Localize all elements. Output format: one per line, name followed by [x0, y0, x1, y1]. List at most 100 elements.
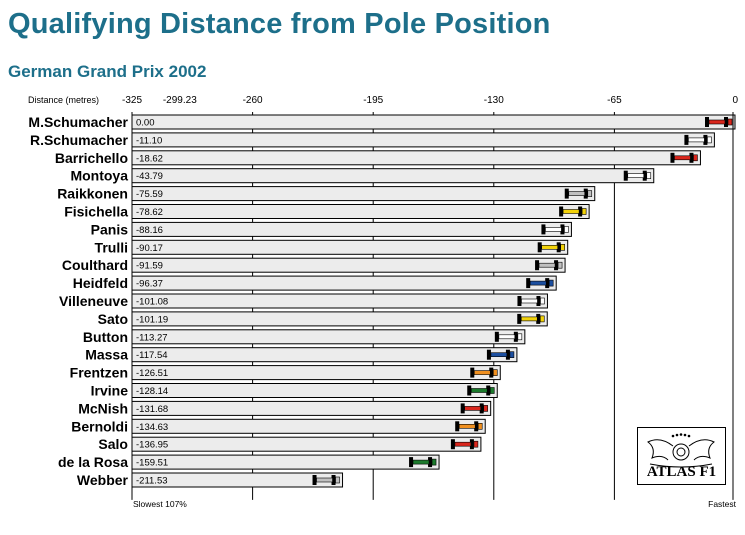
driver-label: R.Schumacher: [30, 132, 129, 148]
value-label: -113.27: [136, 332, 168, 343]
car-wheel-rear: [470, 367, 475, 378]
bar: [131, 347, 518, 363]
car-wing: [492, 369, 498, 376]
car-icon: [535, 260, 563, 271]
car-icon: [517, 313, 545, 324]
bar: [131, 150, 701, 166]
value-label: -96.37: [136, 279, 163, 290]
car-body: [538, 262, 556, 268]
car-icon: [559, 206, 587, 217]
car-body: [545, 227, 562, 232]
car-wheel-rear: [537, 242, 542, 253]
car-wheel-front: [474, 421, 479, 432]
driver-label: Frentzen: [70, 365, 128, 381]
driver-label: Sato: [98, 311, 128, 327]
car-icon: [460, 403, 488, 414]
fastest-annotation: Fastest: [708, 499, 737, 509]
car-wing: [477, 422, 483, 430]
car-body: [498, 334, 516, 340]
car-wing: [509, 351, 515, 359]
driver-label: McNish: [78, 400, 128, 416]
plot-area: M.Schumacher 0.00 R.Schumacher -11.10 Barric…: [28, 112, 736, 500]
car-icon: [541, 224, 569, 235]
car-body: [568, 191, 586, 196]
car-icon: [537, 242, 565, 253]
car-icon: [526, 278, 554, 289]
car-wing: [693, 154, 698, 162]
car-body: [674, 155, 691, 161]
car-wheel-front: [331, 475, 336, 485]
atlas-f1-logo: ATLAS F1: [637, 427, 726, 485]
car-body: [412, 459, 430, 465]
value-label: -136.95: [136, 440, 168, 451]
value-label: -78.62: [136, 207, 163, 218]
car-wing: [539, 315, 545, 323]
value-label: -43.79: [136, 171, 163, 182]
x-tick-label: -65: [607, 95, 622, 106]
car-body: [520, 316, 538, 322]
x-tick-label: -130: [484, 95, 504, 106]
car-wheel-rear: [455, 421, 460, 432]
bar: [131, 454, 440, 470]
car-icon: [623, 170, 652, 181]
car-wing: [431, 458, 437, 466]
car-wing: [646, 172, 652, 179]
car-wheel-rear: [526, 278, 531, 289]
car-wheel-rear: [494, 331, 499, 342]
car-wheel-rear: [517, 296, 522, 306]
driver-label: Raikkonen: [57, 186, 128, 202]
car-icon: [455, 421, 483, 432]
car-body: [316, 477, 333, 483]
value-label: -126.51: [136, 368, 168, 379]
x-axis-title: Distance (metres): [28, 95, 99, 105]
chart-title: Qualifying Distance from Pole Position: [8, 8, 551, 40]
crest-icon: [647, 433, 715, 468]
car-body: [521, 298, 538, 304]
driver-label: Bernoldi: [71, 418, 128, 434]
x-tick-label: -195: [363, 95, 383, 106]
driver-label: Trulli: [95, 239, 128, 255]
car-body: [458, 423, 476, 429]
value-label: -90.17: [136, 243, 163, 254]
driver-label: Villeneuve: [59, 293, 128, 309]
car-wheel-rear: [486, 349, 491, 360]
car-wing: [564, 226, 569, 233]
car-wheel-rear: [450, 439, 455, 450]
car-body: [529, 280, 547, 286]
car-wheel-front: [505, 349, 510, 360]
driver-label: Salo: [98, 436, 128, 452]
car-body: [708, 119, 726, 125]
car-icon: [517, 296, 545, 306]
bar: [131, 400, 492, 416]
x-axis-ticks: -325 -299.23 -260 -195 -130 -65 0: [122, 95, 738, 106]
car-wheel-front: [536, 296, 541, 306]
value-label: -134.63: [136, 422, 168, 433]
car-wheel-rear: [684, 134, 689, 145]
car-wheel-rear: [460, 403, 465, 414]
bar: [131, 132, 715, 148]
car-body: [490, 352, 508, 358]
car-wheel-rear: [409, 457, 414, 468]
car-icon: [684, 134, 712, 145]
value-label: -11.10: [136, 135, 162, 146]
car-wheel-front: [642, 170, 647, 181]
car-body: [473, 370, 491, 375]
bar: [131, 257, 566, 273]
car-wheel-front: [536, 313, 541, 324]
car-wheel-rear: [535, 260, 540, 271]
car-wheel-rear: [705, 117, 709, 127]
value-label: -101.08: [136, 297, 168, 308]
bar: [131, 311, 548, 327]
car-wheel-front: [554, 260, 559, 271]
car-wheel-rear: [467, 385, 472, 396]
value-label: -159.51: [136, 458, 168, 469]
car-wing: [707, 136, 712, 144]
bar: [131, 383, 498, 398]
value-label: -131.68: [136, 404, 168, 415]
car-wheel-rear: [559, 206, 564, 217]
car-wheel-front: [583, 188, 588, 199]
car-wheel-front: [486, 385, 491, 396]
driver-label: Massa: [85, 347, 128, 363]
car-wheel-front: [513, 331, 518, 342]
